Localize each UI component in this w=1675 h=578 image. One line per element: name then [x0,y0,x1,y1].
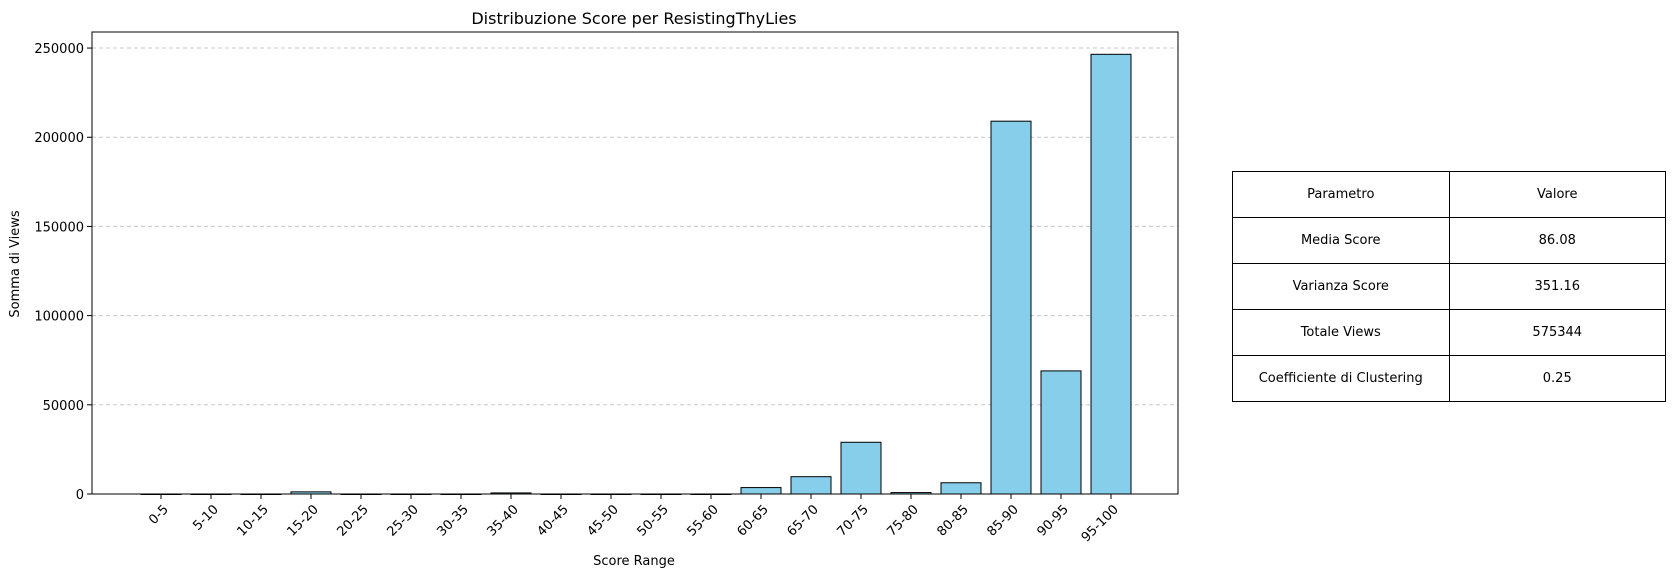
bar-65-70 [790,476,832,495]
y-axis-ticks: 0 50000 100000 150000 200000 250000 [34,42,92,503]
table-cell-param: Varianza Score [1232,263,1450,310]
bar-chart: Distribuzione Score per ResistingThyLies… [8,9,1179,569]
table-row: Varianza Score 351.16 [1232,263,1666,310]
table-row: Coefficiente di Clustering 0.25 [1232,355,1666,402]
x-tick-label: 90-95 [1035,502,1072,539]
table-row: Totale Views 575344 [1232,309,1666,356]
bar-60-65 [740,487,782,495]
table-cell-param: Totale Views [1232,309,1450,356]
table-header-param: Parametro [1232,171,1450,218]
y-axis-label: Somma di Views [8,210,23,317]
table-header-value: Valore [1448,171,1666,218]
bar-95-100 [1090,53,1132,495]
x-tick-label: 75-80 [885,502,922,539]
x-tick-label: 25-30 [385,502,422,539]
table-cell-value: 351.16 [1448,263,1666,310]
x-tick-label: 30-35 [435,502,472,539]
table-cell-value: 575344 [1448,309,1666,356]
x-tick-label: 15-20 [285,502,322,539]
y-tick-label: 200000 [34,131,84,146]
x-tick-label: 65-70 [785,502,822,539]
bars [140,53,1132,495]
y-tick-label: 50000 [43,399,84,414]
x-tick-label: 80-85 [935,502,972,539]
bar-90-95 [1040,370,1082,495]
bar-85-90 [990,120,1032,495]
bar-70-75 [840,441,882,495]
x-tick-label: 95-100 [1079,502,1122,545]
x-tick-label: 40-45 [535,502,572,539]
x-tick-label: 10-15 [235,502,272,539]
x-tick-label: 35-40 [485,502,522,539]
x-axis-label: Score Range [593,554,675,569]
bar-80-85 [940,482,982,495]
y-tick-label: 250000 [34,42,84,57]
table-row: Media Score 86.08 [1232,217,1666,264]
x-tick-label: 45-50 [585,502,622,539]
table-cell-value: 86.08 [1448,217,1666,264]
chart-title: Distribuzione Score per ResistingThyLies [471,9,796,28]
x-tick-label: 55-60 [685,502,722,539]
x-tick-label: 70-75 [835,502,872,539]
stats-table: Parametro Valore Media Score 86.08 Varia… [1232,171,1666,402]
x-tick-label: 60-65 [735,502,772,539]
x-tick-label: 85-90 [985,502,1022,539]
x-tick-label: 0-5 [146,502,172,528]
table-cell-param: Coefficiente di Clustering [1232,355,1450,402]
plot-area-frame [91,31,1179,495]
table-cell-value: 0.25 [1448,355,1666,402]
x-tick-label: 50-55 [635,502,672,539]
y-tick-label: 150000 [34,220,84,235]
y-tick-label: 100000 [34,310,84,325]
x-axis-ticks: 0-5 5-10 10-15 15-20 20-25 25-30 30-35 35-40 40-… [146,494,1122,545]
y-tick-label: 0 [76,488,84,503]
x-tick-label: 20-25 [335,502,372,539]
table-header-row: Parametro Valore [1232,171,1666,218]
x-tick-label: 5-10 [190,502,221,533]
table-cell-param: Media Score [1232,217,1450,264]
